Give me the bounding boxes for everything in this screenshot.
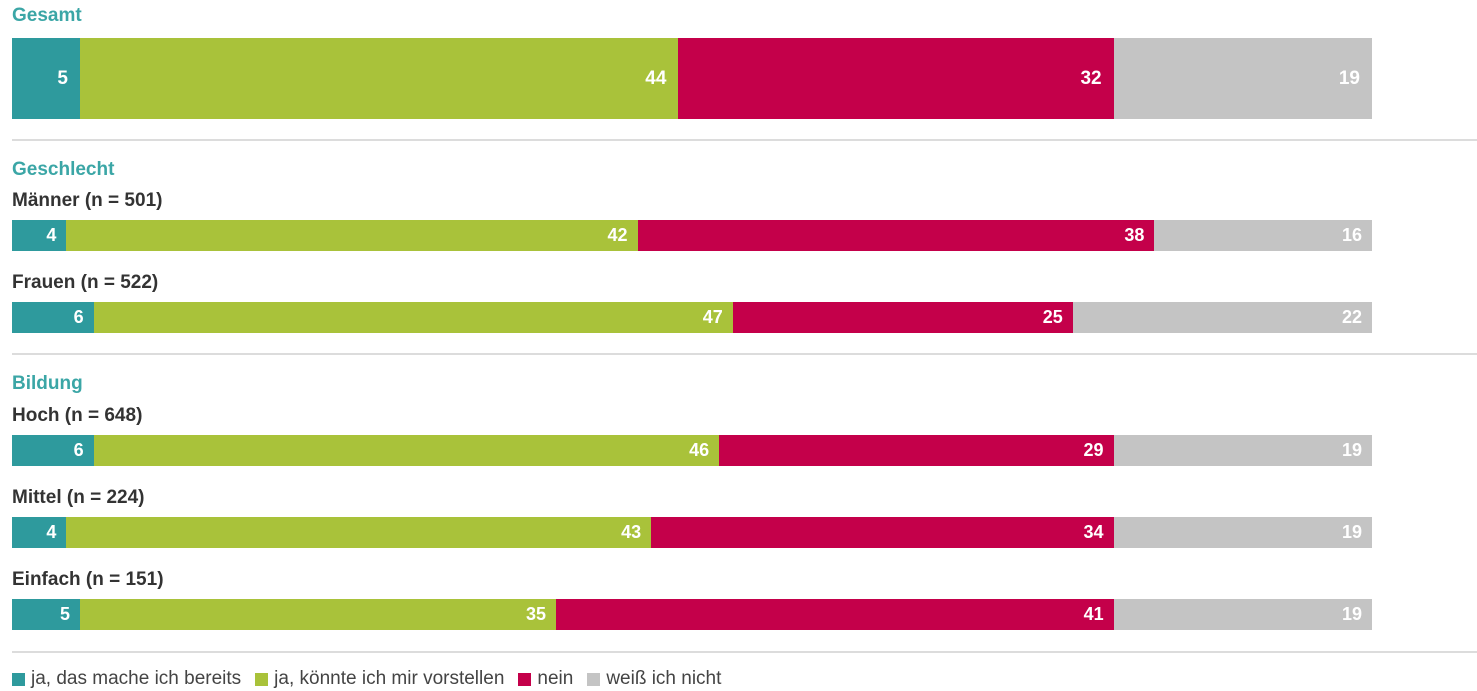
bar-segment-vorstellen-2-2: 35 [80,599,556,630]
section-title-2: Bildung [12,373,83,394]
bar-label-1-1: Frauen (n = 522) [12,272,159,293]
section-title-0: Gesamt [12,5,82,26]
data-label-weiss-nicht-2-0: 19 [1341,440,1362,460]
bar-segment-bereits-1-0: 4 [12,220,67,251]
data-label-nein-2-0: 29 [1083,440,1104,460]
bar-label-2-1: Mittel (n = 224) [12,487,145,508]
data-label-nein-2-2: 41 [1083,604,1104,624]
section-divider-0 [12,139,1477,141]
bar-segment-bereits-1-1: 6 [12,302,94,333]
legend-label-nein: nein [537,668,574,689]
data-label-bereits-1-0: 4 [46,225,57,245]
data-label-weiss-nicht-1-0: 16 [1341,225,1362,245]
bar-segment-nein-2-0: 29 [719,435,1114,466]
data-label-vorstellen-2-0: 46 [689,440,710,460]
legend-item-nein: nein [518,668,573,690]
data-label-vorstellen-1-1: 47 [702,307,723,327]
bar-segment-nein-2-1: 34 [651,517,1114,548]
bar-segment-vorstellen-0-0: 44 [80,38,679,119]
bar-segment-vorstellen-2-1: 43 [66,517,652,548]
bar-segment-vorstellen-1-1: 47 [93,302,733,333]
data-label-weiss-nicht-1-1: 22 [1341,307,1362,327]
bar-segment-nein-1-1: 25 [732,302,1073,333]
bar-segment-weiss-nicht-2-2: 19 [1113,599,1372,630]
section-title-1: Geschlecht [12,159,115,180]
data-label-bereits-2-0: 6 [73,440,84,460]
legend-label-bereits: ja, das mache ich bereits [31,668,242,689]
data-label-bereits-2-1: 4 [46,522,57,542]
bar-segment-nein-2-2: 41 [556,599,1114,630]
data-label-bereits-0-0: 5 [57,67,68,89]
bar-segment-bereits-2-0: 6 [12,435,94,466]
data-label-weiss-nicht-0-0: 19 [1338,67,1360,89]
bar-segment-weiss-nicht-1-1: 22 [1072,302,1372,333]
bar-segment-vorstellen-2-0: 46 [93,435,720,466]
bar-segment-bereits-0-0: 5 [12,38,80,119]
bar-label-2-0: Hoch (n = 648) [12,405,143,426]
bar-segment-nein-0-0: 32 [678,38,1114,119]
data-label-weiss-nicht-2-1: 19 [1341,522,1362,542]
data-label-weiss-nicht-2-2: 19 [1341,604,1362,624]
section-divider-2 [12,651,1477,653]
legend-item-weiss-nicht: weiß ich nicht [587,668,721,690]
bar-label-1-0: Männer (n = 501) [12,190,163,211]
data-label-vorstellen-2-2: 35 [525,604,546,624]
legend-label-vorstellen: ja, könnte ich mir vorstellen [274,668,505,689]
data-label-nein-1-1: 25 [1042,307,1063,327]
data-label-nein-1-0: 38 [1124,225,1145,245]
section-divider-1 [12,353,1477,355]
data-label-vorstellen-2-1: 43 [621,522,642,542]
data-label-bereits-1-1: 6 [73,307,84,327]
data-label-bereits-2-2: 5 [59,604,70,624]
legend-swatch-vorstellen [255,672,269,686]
legend-label-weiss-nicht: weiß ich nicht [606,668,722,689]
legend-item-bereits: ja, das mache ich bereits [12,668,241,690]
bar-label-2-2: Einfach (n = 151) [12,569,164,590]
bar-segment-weiss-nicht-0-0: 19 [1113,38,1372,119]
data-label-nein-0-0: 32 [1080,67,1102,89]
bar-segment-bereits-2-2: 5 [12,599,80,630]
bar-segment-weiss-nicht-1-0: 16 [1154,220,1372,251]
legend-swatch-nein [518,672,532,686]
bar-segment-weiss-nicht-2-1: 19 [1113,517,1372,548]
bar-segment-bereits-2-1: 4 [12,517,67,548]
bar-segment-vorstellen-1-0: 42 [66,220,638,251]
data-label-nein-2-1: 34 [1083,522,1104,542]
data-label-vorstellen-0-0: 44 [645,67,667,89]
bar-segment-nein-1-0: 38 [637,220,1155,251]
legend-swatch-weiss-nicht [587,672,601,686]
legend: ja, das mache ich bereits ja, könnte ich… [12,667,721,691]
bar-segment-weiss-nicht-2-0: 19 [1113,435,1372,466]
data-label-vorstellen-1-0: 42 [607,225,628,245]
legend-swatch-bereits [12,672,25,686]
legend-item-vorstellen: ja, könnte ich mir vorstellen [255,668,504,690]
